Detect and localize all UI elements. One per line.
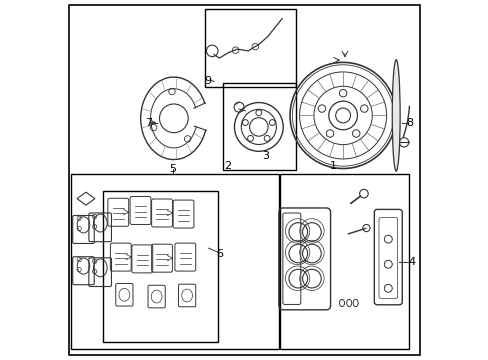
- Text: 1: 1: [329, 161, 336, 171]
- Bar: [102, 192, 217, 342]
- Text: 8: 8: [405, 118, 412, 128]
- Text: 6: 6: [216, 248, 223, 258]
- Bar: [204, 9, 296, 87]
- Text: 4: 4: [408, 257, 415, 267]
- Text: 2: 2: [224, 161, 230, 171]
- Text: 5: 5: [169, 163, 176, 174]
- Text: 3: 3: [261, 150, 268, 161]
- Ellipse shape: [391, 60, 399, 171]
- Bar: [70, 174, 278, 349]
- Bar: [223, 83, 296, 170]
- Text: 7: 7: [144, 118, 152, 128]
- Text: 9: 9: [204, 76, 211, 86]
- Bar: [280, 174, 408, 349]
